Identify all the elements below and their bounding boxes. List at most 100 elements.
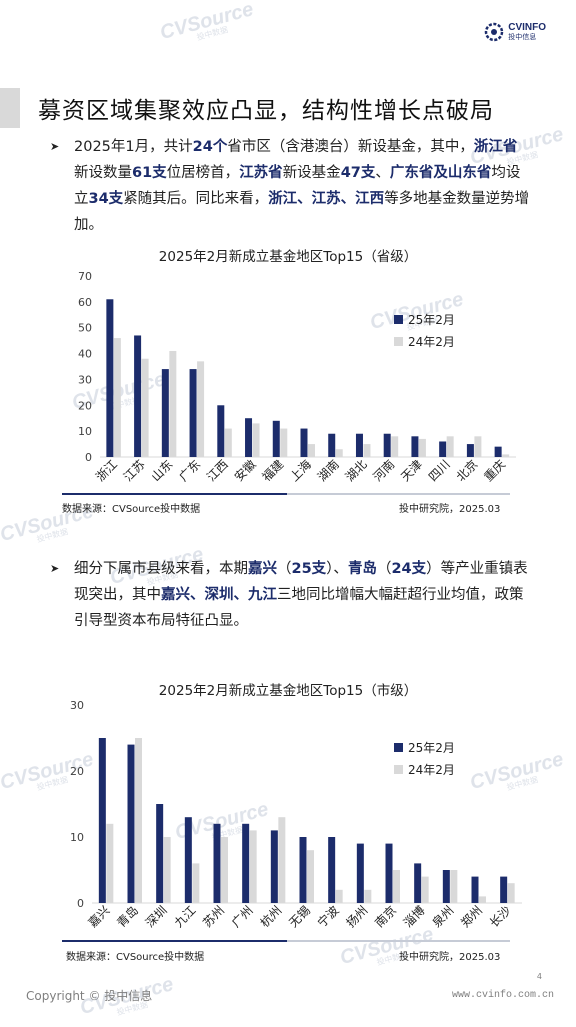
x-tick-label: 福建 — [259, 457, 287, 485]
x-tick-label: 嘉兴 — [86, 903, 113, 930]
bar-prior-扬州 — [364, 889, 372, 903]
body-text: 、 — [375, 165, 390, 181]
highlight-text: 24个 — [192, 139, 228, 155]
bar-current-扬州 — [356, 843, 364, 903]
bar-current-长沙 — [500, 876, 508, 903]
y-tick-label: 10 — [70, 831, 84, 844]
x-tick-label: 浙江 — [93, 457, 120, 484]
bar-prior-湖北 — [363, 444, 371, 457]
x-tick-label: 杭州 — [257, 903, 285, 931]
bar-current-杭州 — [270, 830, 278, 903]
chart-2-source: 数据来源：CVSource投中数据 — [66, 952, 205, 963]
chart-2-credit: 投中研究院，2025.03 — [399, 952, 501, 963]
x-tick-label: 上海 — [287, 457, 315, 485]
bar-prior-宁波 — [335, 889, 343, 903]
bullet-paragraph-1: ➤ 2025年1月，共计24个省市区（含港澳台）新设基金，其中，浙江省新设数量6… — [50, 134, 530, 238]
bar-prior-重庆 — [502, 454, 510, 457]
footer-copyright: Copyright © 投中信息 — [26, 989, 153, 1003]
page-number: 4 — [536, 972, 542, 981]
legend-label: 24年2月 — [408, 763, 455, 777]
bar-current-广州 — [242, 823, 250, 903]
bar-current-四川 — [439, 441, 447, 457]
y-tick-label: 60 — [78, 296, 92, 309]
body-text: 细分下属市县级来看，本期 — [74, 561, 248, 577]
chart-1-credit: 投中研究院，2025.03 — [399, 504, 501, 515]
highlight-text: 34支 — [88, 191, 124, 207]
x-tick-label: 河南 — [370, 457, 398, 485]
x-tick-label: 江苏 — [121, 457, 148, 484]
x-tick-label: 深圳 — [143, 903, 170, 930]
x-tick-label: 湖南 — [314, 457, 342, 485]
legend-label: 24年2月 — [408, 335, 455, 349]
x-tick-label: 淄博 — [400, 903, 428, 931]
bar-prior-深圳 — [163, 837, 171, 903]
bar-current-上海 — [300, 428, 308, 457]
logo-mark-icon — [484, 22, 504, 42]
legend-label: 25年2月 — [408, 741, 455, 755]
y-tick-label: 70 — [78, 270, 92, 283]
body-text: 位居榜首， — [166, 165, 240, 181]
x-tick-label: 扬州 — [343, 903, 371, 931]
body-text: 新设基金 — [282, 165, 341, 181]
bullet-1-text: 2025年1月，共计24个省市区（含港澳台）新设基金，其中，浙江省新设数量61支… — [74, 134, 530, 238]
logo-sub: 投中信息 — [508, 32, 537, 41]
bar-prior-泉州 — [450, 870, 458, 903]
bar-prior-四川 — [446, 436, 454, 457]
bar-current-安徽 — [245, 418, 253, 457]
bar-prior-北京 — [474, 436, 482, 457]
bar-prior-无锡 — [307, 850, 314, 903]
bullet-paragraph-2: ➤ 细分下属市县级来看，本期嘉兴（25支）、青岛（24支）等产业重镇表现突出，其… — [50, 556, 530, 634]
bar-current-郑州 — [471, 876, 479, 903]
body-text: 省市区（含港澳台）新设基金，其中， — [227, 139, 474, 155]
y-tick-label: 0 — [85, 451, 92, 464]
x-tick-label: 苏州 — [200, 903, 227, 930]
x-tick-label: 青岛 — [114, 903, 142, 931]
x-tick-label: 天津 — [398, 457, 425, 484]
x-tick-label: 宁波 — [314, 903, 342, 931]
bar-current-福建 — [272, 420, 280, 457]
bar-current-苏州 — [213, 823, 221, 903]
bar-current-广东 — [189, 369, 197, 457]
chart-1-source: 数据来源：CVSource投中数据 — [62, 504, 201, 515]
y-tick-label: 20 — [78, 399, 92, 412]
bar-prior-广州 — [249, 830, 257, 903]
bar-prior-杭州 — [278, 817, 286, 903]
y-tick-label: 30 — [78, 373, 92, 386]
highlight-text: 江苏省 — [239, 165, 283, 181]
arrow-bullet-icon: ➤ — [50, 140, 60, 153]
x-tick-label: 九江 — [172, 903, 199, 930]
legend-swatch — [394, 337, 403, 346]
chart-1-title: 2025年2月新成立基金地区Top15（省级） — [158, 249, 418, 265]
x-tick-label: 四川 — [426, 457, 453, 484]
logo-name: CVINFO — [508, 21, 546, 33]
footer-url[interactable]: www.cvinfo.com.cn — [451, 990, 554, 1001]
bar-prior-江西 — [224, 428, 232, 457]
bar-current-山东 — [161, 369, 169, 457]
x-tick-label: 江西 — [204, 457, 231, 484]
page-title: 募资区域集聚效应凸显，结构性增长点破局 — [38, 98, 494, 124]
bar-current-河南 — [383, 433, 391, 457]
x-tick-label: 广州 — [229, 903, 256, 930]
highlight-text: 47支 — [340, 165, 376, 181]
bar-current-江西 — [217, 405, 225, 457]
bar-prior-湖南 — [335, 449, 343, 457]
bar-prior-嘉兴 — [106, 823, 114, 903]
bar-current-重庆 — [494, 446, 502, 457]
bar-current-湖南 — [328, 433, 336, 457]
bar-current-天津 — [411, 436, 419, 457]
bar-prior-江苏 — [141, 358, 149, 457]
y-tick-label: 50 — [78, 322, 92, 335]
x-tick-label: 长沙 — [487, 903, 514, 930]
body-text: 2025年1月，共计 — [74, 139, 193, 155]
x-tick-label: 安徽 — [231, 457, 259, 485]
legend-swatch — [394, 743, 403, 752]
bar-prior-天津 — [418, 438, 426, 457]
bar-prior-安徽 — [252, 423, 260, 457]
bar-current-嘉兴 — [98, 738, 106, 903]
bar-prior-山东 — [169, 350, 177, 457]
y-tick-label: 20 — [70, 765, 84, 778]
body-text: 新设数量 — [74, 165, 132, 181]
legend-label: 25年2月 — [408, 313, 455, 327]
bar-current-九江 — [184, 817, 192, 903]
chart-2-city: 0 10 20 30 嘉兴 青岛 深圳 九江 苏州 广州 杭州 无锡 宁波 扬州 南京 淄博 泉州 郑州 长沙 25年… — [70, 699, 522, 931]
